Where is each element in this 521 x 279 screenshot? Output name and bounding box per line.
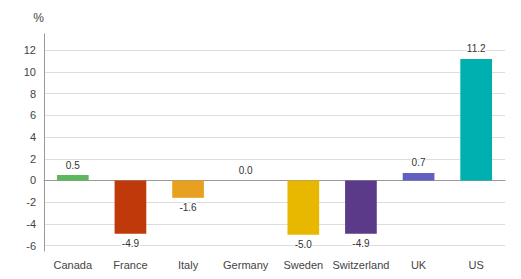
svg-text:-2: -2	[26, 196, 36, 208]
svg-text:-4.9: -4.9	[122, 238, 140, 249]
svg-text:-5.0: -5.0	[295, 239, 313, 250]
svg-text:8: 8	[30, 88, 36, 100]
svg-text:2: 2	[30, 153, 36, 165]
svg-text:0.0: 0.0	[239, 165, 253, 176]
svg-text:6: 6	[30, 109, 36, 121]
svg-text:-6: -6	[26, 240, 36, 252]
svg-text:0.7: 0.7	[412, 157, 426, 168]
svg-text:%: %	[33, 11, 44, 25]
svg-text:0.5: 0.5	[66, 160, 80, 171]
svg-text:0: 0	[30, 174, 36, 186]
svg-text:Italy: Italy	[178, 259, 199, 271]
svg-text:UK: UK	[411, 259, 427, 271]
svg-text:-4.9: -4.9	[352, 238, 370, 249]
svg-text:Sweden: Sweden	[283, 259, 323, 271]
svg-text:US: US	[469, 259, 484, 271]
svg-text:Germany: Germany	[223, 259, 269, 271]
svg-text:Switzerland: Switzerland	[333, 259, 390, 271]
svg-text:-4: -4	[26, 218, 36, 230]
svg-text:11.2: 11.2	[467, 43, 486, 54]
svg-text:Canada: Canada	[54, 259, 93, 271]
svg-text:12: 12	[24, 44, 36, 56]
svg-text:10: 10	[24, 66, 36, 78]
svg-text:-1.6: -1.6	[179, 202, 197, 213]
svg-text:France: France	[113, 259, 147, 271]
svg-text:4: 4	[30, 131, 36, 143]
